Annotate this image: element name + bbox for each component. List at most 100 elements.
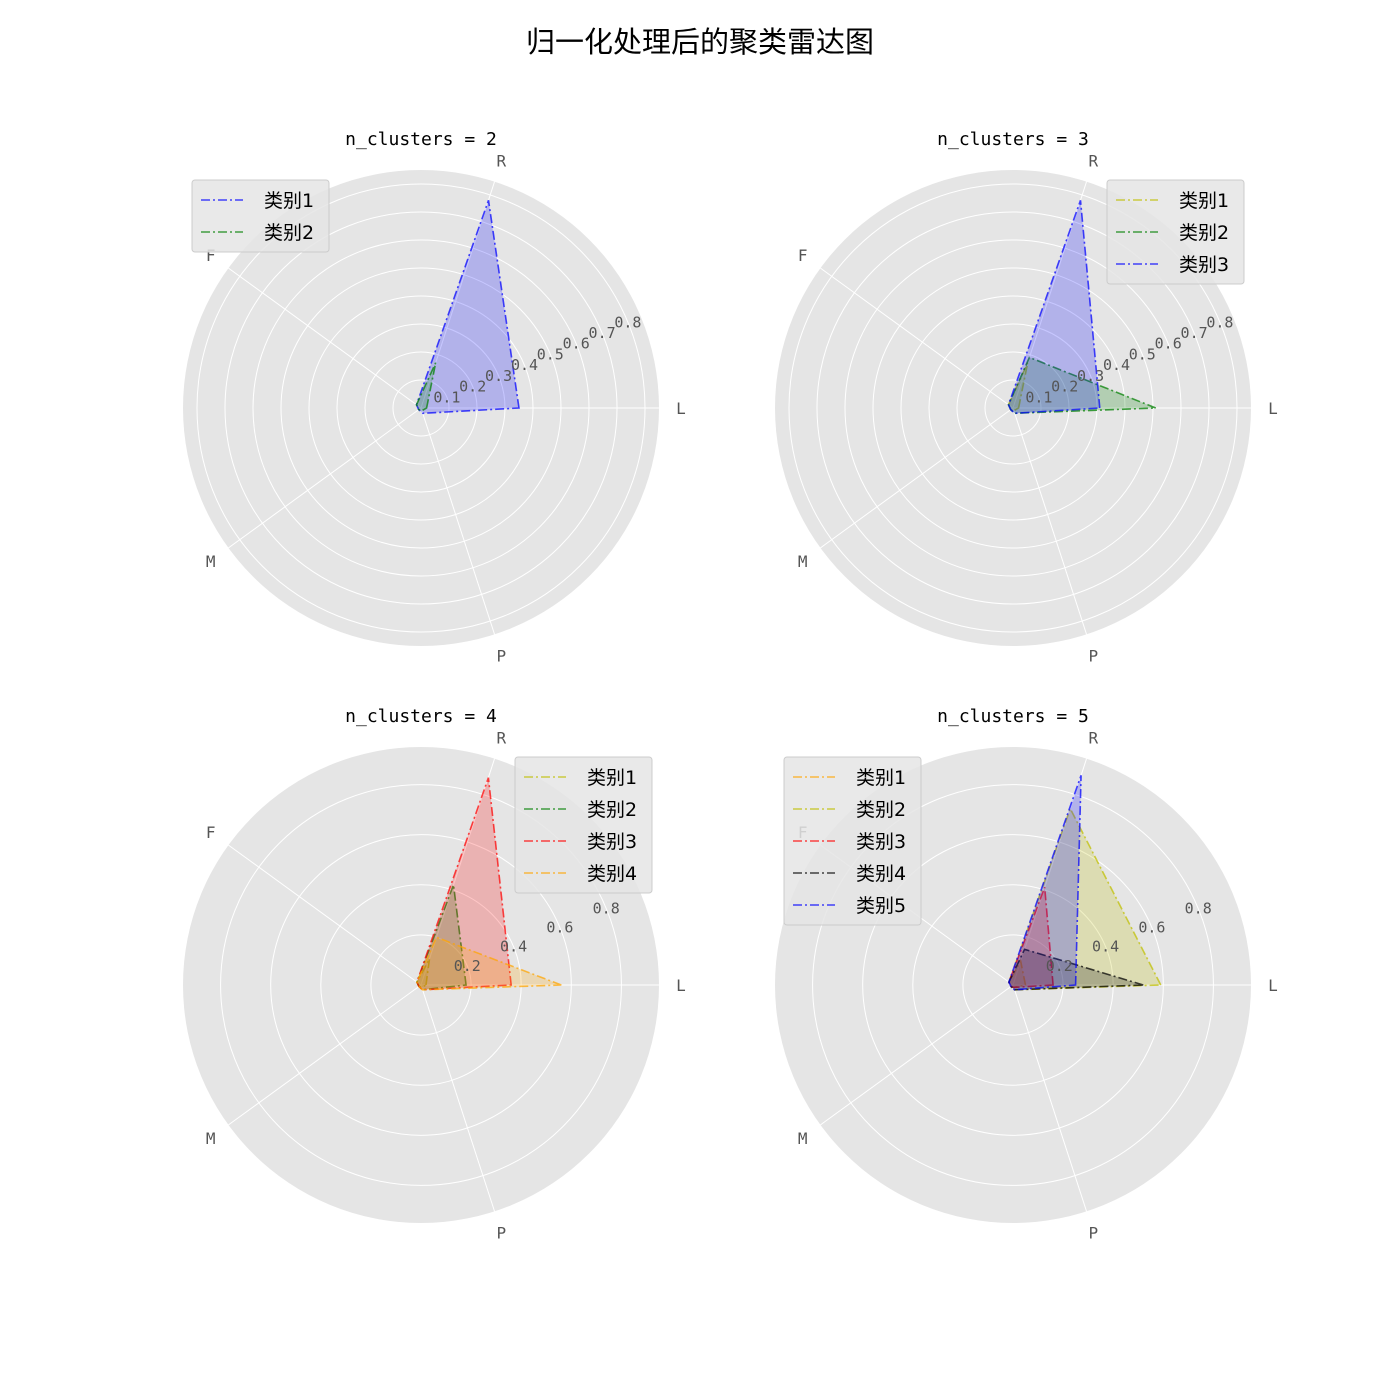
axis-label-P: P bbox=[1088, 1223, 1098, 1242]
axis-label-M: M bbox=[798, 1129, 808, 1148]
legend-label-2: 类别2 bbox=[264, 222, 314, 244]
grid-spoke bbox=[820, 984, 1014, 1126]
series-line-4 bbox=[1008, 948, 1144, 991]
series-fill-5 bbox=[1008, 775, 1082, 990]
axis-label-F: F bbox=[206, 823, 216, 842]
series-fill-2 bbox=[1008, 808, 1161, 990]
r-tick-label: 0.5 bbox=[537, 345, 564, 363]
legend-label-2: 类别2 bbox=[856, 799, 906, 821]
r-tick-label: 0.2 bbox=[454, 957, 481, 975]
axis-label-L: L bbox=[1268, 976, 1278, 995]
series-fill-3 bbox=[1008, 887, 1054, 988]
series-fill-2 bbox=[416, 884, 467, 990]
series-line-5 bbox=[1008, 775, 1082, 991]
r-tick-label: 0.7 bbox=[589, 324, 616, 342]
r-tick-label: 0.3 bbox=[485, 367, 512, 385]
legend: 类别1 类别2 类别3 bbox=[1106, 179, 1245, 285]
r-tick-label: 0.3 bbox=[1077, 367, 1104, 385]
legend-label-3: 类别3 bbox=[587, 831, 637, 853]
legend: 类别1 类别2 类别3 类别4 类别5 bbox=[783, 756, 922, 926]
axis-label-L: L bbox=[1268, 399, 1278, 418]
r-tick-label: 0.8 bbox=[1206, 313, 1233, 331]
r-tick-label: 0.6 bbox=[1138, 919, 1165, 937]
r-tick-label: 0.8 bbox=[614, 313, 641, 331]
legend-frame bbox=[514, 756, 653, 894]
legend-frame bbox=[783, 756, 922, 926]
series-line-1 bbox=[415, 200, 520, 415]
subplot-title: n_clusters = 3 bbox=[937, 129, 1089, 150]
legend-label-2: 类别2 bbox=[587, 799, 637, 821]
r-tick-label: 0.4 bbox=[511, 356, 538, 374]
legend-label-1: 类别1 bbox=[264, 190, 314, 212]
axis-label-M: M bbox=[798, 552, 808, 571]
axis-label-P: P bbox=[496, 1223, 506, 1242]
series-fill-3 bbox=[1008, 200, 1100, 414]
series-line-1 bbox=[1007, 362, 1029, 412]
legend: 类别1 类别2 类别3 类别4 bbox=[514, 756, 653, 894]
axis-label-F: F bbox=[206, 246, 216, 265]
series-fill-1 bbox=[416, 200, 519, 414]
r-tick-label: 0.6 bbox=[546, 919, 573, 937]
radar-panel-3: 0.2 0.4 0.6 0.8 L R F M Pn_clusters = 4 类别1 类别2 类别3… bbox=[183, 706, 686, 1242]
radar-panel-2: 0.10.20.30.40.50.60.70.8 L R F M Pn_clusters … bbox=[775, 129, 1278, 665]
axis-label-R: R bbox=[496, 152, 506, 171]
r-tick-label: 0.1 bbox=[433, 388, 460, 406]
grid-spoke bbox=[228, 844, 422, 986]
legend-label-2: 类别2 bbox=[1179, 222, 1229, 244]
axis-label-R: R bbox=[1088, 152, 1098, 171]
r-tick-label: 0.2 bbox=[459, 378, 486, 396]
legend-label-4: 类别4 bbox=[856, 863, 906, 885]
r-tick-label: 0.1 bbox=[1025, 388, 1052, 406]
grid-spoke bbox=[820, 407, 1014, 549]
r-tick-label: 0.5 bbox=[1129, 345, 1156, 363]
legend-label-1: 类别1 bbox=[1179, 190, 1229, 212]
subplot-title: n_clusters = 5 bbox=[937, 706, 1089, 727]
axis-label-M: M bbox=[206, 1129, 216, 1148]
r-tick-label: 0.4 bbox=[1092, 938, 1119, 956]
legend-label-5: 类别5 bbox=[856, 895, 906, 917]
r-tick-label: 0.6 bbox=[1155, 335, 1182, 353]
subplot-title: n_clusters = 2 bbox=[345, 129, 497, 150]
r-tick-label: 0.2 bbox=[1046, 957, 1073, 975]
axis-label-L: L bbox=[676, 976, 686, 995]
axis-label-P: P bbox=[496, 646, 506, 665]
series-fill-4 bbox=[416, 937, 562, 990]
r-tick-label: 0.7 bbox=[1181, 324, 1208, 342]
legend-label-4: 类别4 bbox=[587, 863, 637, 885]
radar-panel-1: 0.10.20.30.40.50.60.70.8 L R F M Pn_clusters … bbox=[183, 129, 686, 665]
r-tick-label: 0.8 bbox=[593, 899, 620, 917]
legend-label-1: 类别1 bbox=[856, 767, 906, 789]
r-tick-label: 0.4 bbox=[1103, 356, 1130, 374]
legend-frame bbox=[1106, 179, 1245, 285]
axis-label-P: P bbox=[1088, 646, 1098, 665]
series-fill-4 bbox=[1008, 949, 1144, 990]
legend-label-1: 类别1 bbox=[587, 767, 637, 789]
grid-spoke bbox=[820, 267, 1014, 409]
r-tick-label: 0.6 bbox=[563, 335, 590, 353]
legend-frame bbox=[191, 179, 330, 253]
radar-panels: 0.10.20.30.40.50.60.70.8LRFMPn_clusters … bbox=[183, 129, 1278, 1242]
grid-spoke bbox=[1012, 758, 1088, 986]
series-line-3 bbox=[1007, 200, 1101, 415]
axis-label-R: R bbox=[496, 729, 506, 748]
axis-label-M: M bbox=[206, 552, 216, 571]
grid-spoke bbox=[1012, 407, 1088, 635]
series-fill-3 bbox=[416, 777, 512, 990]
subplot-title: n_clusters = 4 bbox=[345, 706, 497, 727]
legend-label-3: 类别3 bbox=[856, 831, 906, 853]
grid-spoke bbox=[1012, 984, 1088, 1212]
r-tick-label: 0.8 bbox=[1185, 899, 1212, 917]
grid-spoke bbox=[228, 984, 422, 1126]
legend-label-3: 类别3 bbox=[1179, 254, 1229, 276]
r-tick-label: 0.2 bbox=[1051, 378, 1078, 396]
axis-label-F: F bbox=[798, 246, 808, 265]
grid-spoke bbox=[420, 407, 496, 635]
grid-spoke bbox=[228, 267, 422, 409]
series-line-3 bbox=[1008, 887, 1054, 989]
r-tick-label: 0.4 bbox=[500, 938, 527, 956]
axis-label-L: L bbox=[676, 399, 686, 418]
axis-label-R: R bbox=[1088, 729, 1098, 748]
